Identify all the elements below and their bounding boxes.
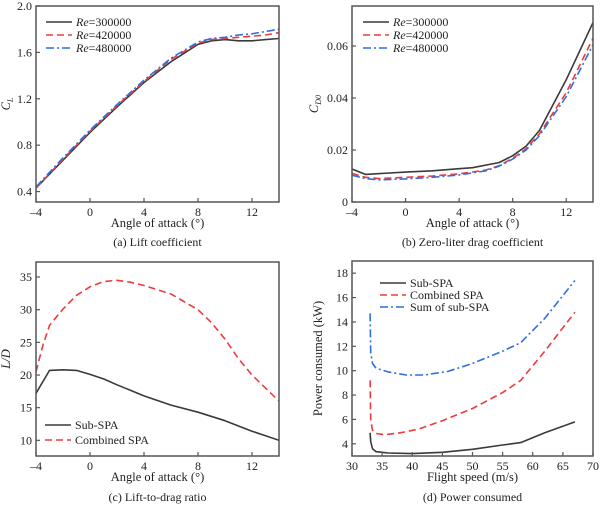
x-tick-label: 4: [141, 205, 147, 219]
y-axis-label: L/D: [0, 349, 13, 369]
x-axis-label: Angle of attack (°): [111, 216, 205, 230]
y-axis-label: Power consumed (kW): [311, 301, 325, 416]
x-axis-label: Angle of attack (°): [111, 470, 205, 484]
series-line-re-480000: [352, 44, 593, 181]
x-tick-label: 50: [467, 459, 479, 473]
x-tick-label: 4: [456, 205, 462, 219]
series-line-combined-spa: [36, 279, 279, 402]
plot-frame: [35, 5, 280, 203]
y-tick-label: 0: [342, 195, 348, 209]
legend-label: Re=300000: [392, 15, 448, 29]
y-axis-label: CL: [0, 97, 15, 110]
y-axis-label: CD0: [307, 95, 323, 113]
subplot-c: –4 0 4 8 12 10 15 20 25 30 35 Angle of attack (°) L/…: [0, 261, 280, 504]
y-tick-label: 14: [336, 315, 348, 329]
x-tick-label: 8: [195, 459, 201, 473]
subplot-d: 30 35 40 45 50 55 60 65 70 4 6 8 10 12 14 16 18 Flight sp…: [311, 260, 599, 504]
x-tick-label: 35: [376, 459, 388, 473]
y-tick-label: 0.02: [327, 143, 348, 157]
x-axis-label: Flight speed (m/s): [427, 470, 518, 484]
x-axis-label: Angle of attack (°): [426, 216, 520, 230]
subplot-caption: (a) Lift coefficient: [113, 235, 202, 249]
x-tick-label: 12: [246, 205, 258, 219]
y-tick-label: 18: [336, 266, 348, 280]
x-tick-label: 30: [346, 459, 358, 473]
y-tick-label: 0.8: [17, 138, 32, 152]
plot-frame: [35, 261, 280, 457]
y-tick-label: 15: [20, 401, 32, 415]
x-tick-label: 40: [406, 459, 418, 473]
series-line-re-300000: [352, 22, 593, 176]
y-tick-label: 4: [342, 437, 348, 451]
x-tick-label: 0: [87, 205, 93, 219]
y-tick-label: 16: [336, 291, 348, 305]
y-tick-label: 6: [342, 412, 348, 426]
x-tick-label: 45: [436, 459, 448, 473]
x-tick-label: –4: [29, 459, 42, 473]
legend-label: Combined SPA: [75, 433, 149, 447]
series-line-re-300000: [36, 37, 279, 189]
y-tick-label: 10: [20, 433, 32, 447]
subplot-caption: (c) Lift-to-drag ratio: [109, 490, 207, 504]
y-tick-label: 25: [20, 335, 32, 349]
x-tick-label: 8: [195, 205, 201, 219]
y-tick-label: 30: [20, 303, 32, 317]
y-tick-label: 20: [20, 368, 32, 382]
x-tick-label: 60: [527, 459, 539, 473]
x-tick-label: 65: [557, 459, 569, 473]
y-tick-label: 1.6: [17, 45, 32, 59]
series-line-sub-spa: [369, 421, 576, 455]
x-tick-label: 0: [403, 205, 409, 219]
x-tick-label: 8: [510, 205, 516, 219]
x-tick-label: 12: [560, 205, 572, 219]
subplot-a: –4 0 4 8 12 0.4 0.8 1.2 1.6 2.0 Angle of attack (°…: [0, 0, 280, 249]
x-tick-label: 70: [587, 459, 599, 473]
series-line-re-420000: [36, 31, 279, 189]
series-line-combined-spa: [369, 311, 576, 436]
legend-label: Sub-SPA: [410, 276, 454, 290]
y-tick-label: 2.0: [17, 0, 32, 13]
x-tick-label: –4: [345, 205, 358, 219]
legend-label: Re=480000: [392, 41, 448, 55]
legend-label: Re=300000: [75, 15, 131, 29]
y-tick-label: 0.4: [17, 185, 32, 199]
y-tick-label: 0.04: [327, 91, 348, 105]
subplot-caption: (d) Power consumed: [423, 490, 522, 504]
series-line-re-480000: [36, 28, 279, 188]
y-tick-label: 35: [20, 270, 32, 284]
x-tick-label: 4: [141, 459, 147, 473]
y-tick-label: 10: [336, 364, 348, 378]
legend-label: Sub-SPA: [75, 418, 119, 432]
legend-label: Re=420000: [75, 28, 131, 42]
legend-label: Sum of sub-SPA: [410, 300, 490, 314]
series-line-sum-of-sub-spa: [369, 280, 576, 376]
y-tick-label: 8: [342, 388, 348, 402]
x-tick-label: 55: [497, 459, 509, 473]
legend-label: Combined SPA: [410, 288, 484, 302]
plot-frame: [351, 5, 594, 203]
legend-label: Re=420000: [392, 28, 448, 42]
series-line-sub-spa: [36, 368, 279, 442]
x-tick-label: –4: [29, 205, 42, 219]
subplot-caption: (b) Zero-liter drag coefficient: [402, 235, 544, 249]
y-tick-label: 1.2: [17, 92, 32, 106]
x-tick-label: 12: [246, 459, 258, 473]
x-tick-label: 0: [87, 459, 93, 473]
series-line-re-420000: [352, 37, 593, 180]
y-tick-label: 12: [336, 339, 348, 353]
legend-label: Re=480000: [75, 41, 131, 55]
y-tick-label: 0.06: [327, 39, 348, 53]
